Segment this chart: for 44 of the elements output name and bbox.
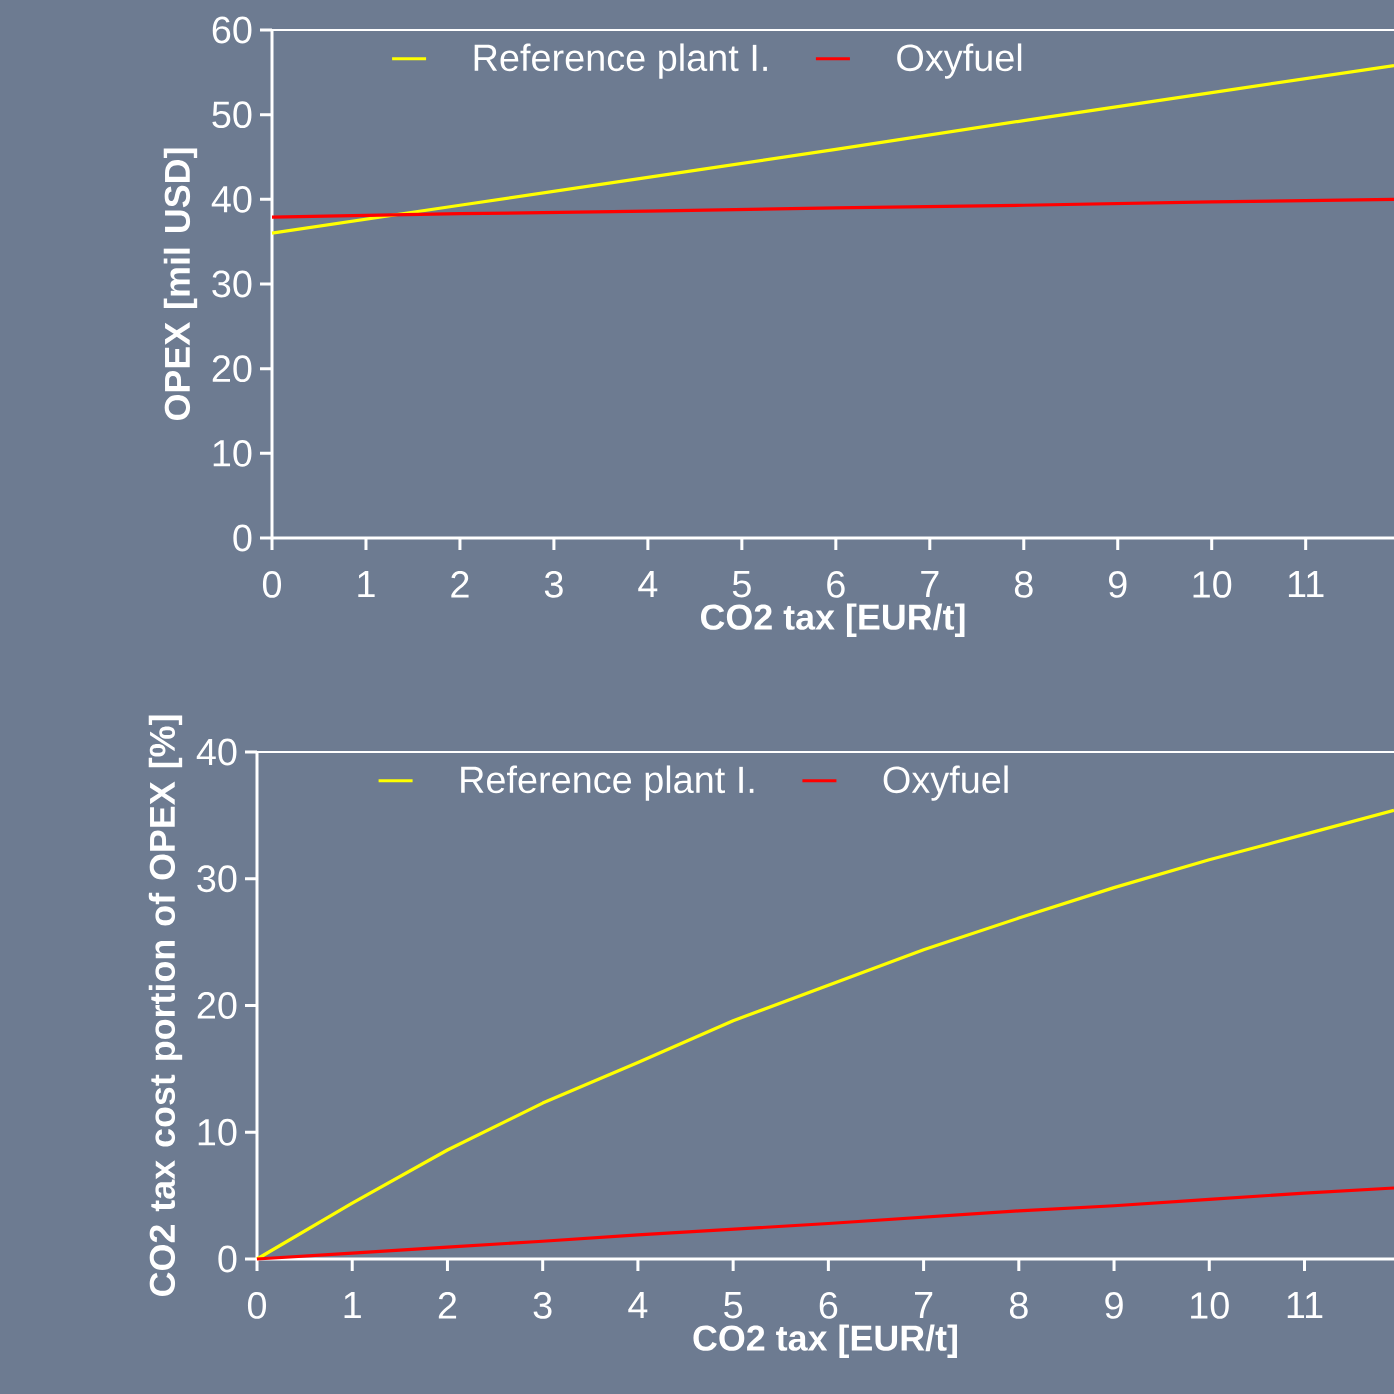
- x-tick-label: 5: [732, 571, 751, 598]
- x-tick-label: 9: [1109, 571, 1127, 598]
- x-tick-label: 9: [1105, 1292, 1123, 1319]
- x-tick-label: 7: [921, 571, 939, 598]
- y-tick-label: 10: [198, 1118, 237, 1146]
- y-tick-label: 40: [196, 738, 237, 766]
- legend-label: Reference plant I.: [461, 765, 754, 801]
- y-tick-label: 60: [212, 16, 252, 44]
- x-tick-label: 4: [628, 1292, 648, 1319]
- x-tick-label: 11: [1288, 571, 1324, 598]
- x-tick-label: 1: [358, 571, 375, 598]
- x-tick-label: 4: [638, 571, 658, 598]
- y-tick-label: 40: [211, 185, 252, 213]
- x-tick-label: 3: [544, 571, 563, 598]
- x-tick-label: 3: [533, 1292, 552, 1319]
- x-tick-label: 2: [438, 1292, 457, 1319]
- x-tick-label: 0: [262, 571, 282, 598]
- x-tick-label: 11: [1287, 1292, 1323, 1319]
- legend-label: Reference plant I.: [474, 43, 767, 79]
- x-tick-label: 8: [1009, 1292, 1028, 1319]
- x-tick-label: 7: [915, 1292, 933, 1319]
- x-tick-label: 2: [451, 571, 469, 598]
- y-axis-title: OPEX [mil USD]: [163, 148, 198, 421]
- x-tick-label: 10: [1191, 1292, 1229, 1319]
- x-tick-label: 5: [724, 1292, 743, 1319]
- x-tick-label: 6: [819, 1292, 838, 1319]
- y-tick-label: 0: [233, 524, 252, 552]
- y-tick-label: 30: [197, 865, 237, 893]
- y-tick-label: 10: [213, 439, 252, 467]
- x-tick-label: 6: [827, 571, 845, 598]
- y-tick-label: 20: [197, 992, 237, 1019]
- y-tick-label: 50: [212, 101, 252, 129]
- x-axis-title: CO2 tax [EUR/t]: [700, 603, 965, 637]
- y-tick-label: 0: [218, 1245, 237, 1273]
- line-series: [270, 197, 1394, 219]
- x-tick-label: 1: [344, 1292, 361, 1319]
- y-tick-label: 30: [212, 270, 252, 298]
- legend-label: Oxyfuel: [883, 765, 1008, 801]
- x-tick-label: 10: [1193, 571, 1232, 598]
- y-tick-label: 20: [212, 355, 252, 383]
- x-tick-label: 8: [1014, 571, 1033, 598]
- legend-label: Oxyfuel: [897, 43, 1022, 79]
- x-axis-title: CO2 tax [EUR/t]: [693, 1324, 957, 1358]
- y-axis-title: CO2 tax cost portion of OPEX [%]: [148, 715, 183, 1296]
